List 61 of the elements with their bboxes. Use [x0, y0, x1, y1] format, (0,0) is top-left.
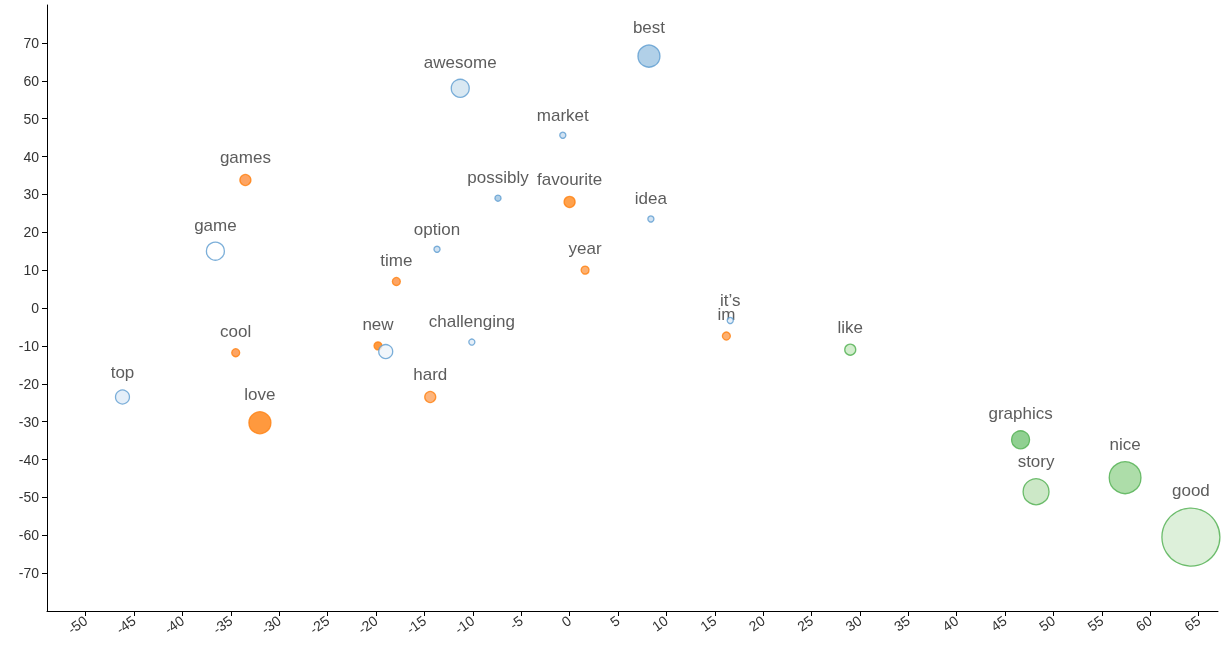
- x-tick-label: -15: [403, 612, 430, 638]
- data-label: hard: [413, 364, 448, 384]
- y-tick-label: 0: [31, 300, 40, 316]
- x-tick-label: 50: [1036, 612, 1059, 635]
- data-label: option: [413, 219, 461, 239]
- x-tick-label: -10: [451, 612, 478, 638]
- x-tick-label: 15: [697, 612, 720, 635]
- data-label: love: [244, 385, 276, 405]
- x-tick-label: 40: [939, 612, 962, 635]
- data-label: top: [110, 363, 135, 383]
- y-tick-label: -50: [18, 489, 40, 506]
- data-label: challenging: [428, 312, 515, 332]
- y-tick-label: 40: [23, 148, 40, 165]
- x-tick-label: 45: [987, 612, 1010, 635]
- y-tick-label: 50: [23, 110, 40, 127]
- data-label: favourite: [536, 169, 603, 189]
- data-label: time: [380, 250, 413, 270]
- x-tick-label: 35: [890, 612, 914, 635]
- x-tick-label: 30: [842, 612, 865, 635]
- data-label: year: [568, 239, 602, 259]
- data-label: story: [1017, 452, 1055, 472]
- x-tick-label: -30: [258, 612, 285, 638]
- data-label: awesome: [423, 52, 497, 72]
- y-tick-label: -30: [18, 413, 40, 430]
- x-tick-label: -20: [354, 612, 381, 638]
- data-label: best: [632, 18, 666, 38]
- y-tick-label: 70: [23, 34, 40, 51]
- y-tick-label: -60: [18, 527, 40, 544]
- x-tick-label: -5: [506, 612, 526, 633]
- x-tick-label: -35: [209, 612, 236, 638]
- y-tick-label: 10: [23, 262, 40, 279]
- data-label: idea: [634, 189, 668, 209]
- x-tick-label: 5: [607, 612, 623, 631]
- data-label: market: [536, 105, 590, 125]
- x-tick-label: 20: [745, 612, 768, 635]
- data-label: like: [837, 317, 864, 337]
- x-tick-label: 0: [558, 612, 575, 631]
- x-tick-label: 25: [794, 612, 817, 635]
- data-label: nice: [1109, 435, 1141, 455]
- y-tick-label: 60: [23, 72, 40, 89]
- x-tick-label: 65: [1181, 612, 1204, 635]
- data-label: possibly: [467, 168, 530, 188]
- data-label: good: [1171, 481, 1210, 501]
- x-tick-label: 60: [1132, 612, 1156, 635]
- x-tick-label: 55: [1084, 612, 1107, 635]
- y-tick-label: 20: [23, 224, 40, 241]
- data-label: games: [219, 147, 271, 167]
- x-tick-label: -25: [306, 612, 333, 638]
- y-tick-label: -10: [18, 337, 40, 354]
- data-label: graphics: [988, 404, 1053, 424]
- y-tick-label: -70: [18, 565, 40, 582]
- y-tick-label: -20: [18, 375, 40, 392]
- y-tick-label: 30: [23, 186, 40, 203]
- x-tick-label: -50: [64, 612, 91, 638]
- y-tick-label: -40: [18, 451, 40, 468]
- data-label: game: [194, 215, 237, 235]
- x-tick-label: -45: [112, 612, 139, 638]
- x-tick-label: 10: [649, 612, 672, 635]
- x-tick-label: -40: [161, 612, 188, 638]
- data-label: cool: [220, 322, 252, 342]
- data-label: new: [362, 315, 395, 335]
